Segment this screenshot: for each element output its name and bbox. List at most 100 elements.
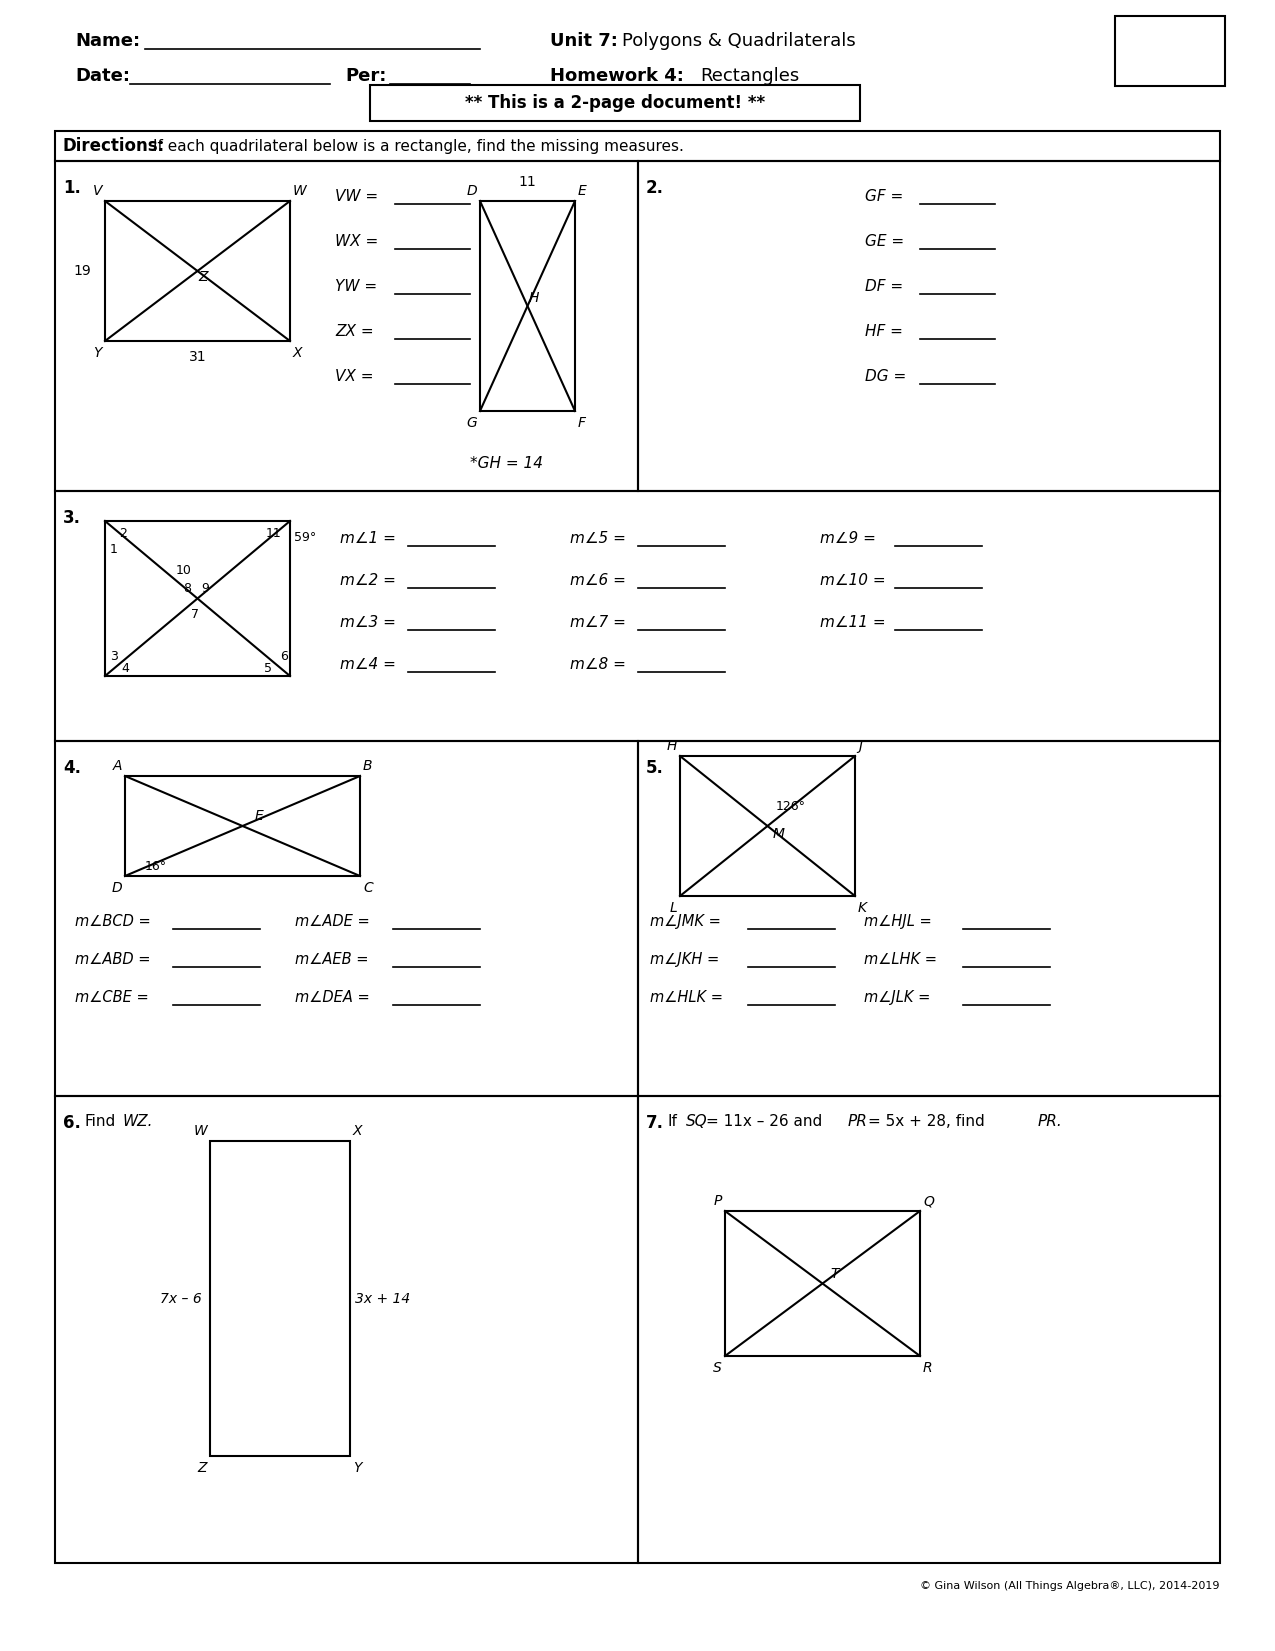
Text: 16°: 16° [145,860,167,872]
Text: m∠3 =: m∠3 = [340,614,395,629]
Text: VW =: VW = [335,188,379,203]
Text: E: E [578,183,586,198]
Text: K: K [858,901,867,915]
Text: *GH = 14: *GH = 14 [470,456,543,471]
Text: 2.: 2. [645,178,663,196]
Text: D: D [467,183,477,198]
Text: Per:: Per: [346,68,386,84]
Text: X: X [293,347,302,360]
Text: T: T [830,1266,839,1281]
Text: B: B [363,759,372,773]
Bar [638,741,1220,1096]
Text: m∠8 =: m∠8 = [570,657,626,672]
Text: 11: 11 [519,175,537,188]
Bar [479,201,575,411]
Text: P: P [714,1194,722,1209]
Text: 126°: 126° [775,799,806,812]
Text: 4: 4 [121,662,129,675]
Text: m∠HLK =: m∠HLK = [649,989,723,1004]
Text: L: L [669,901,677,915]
Text: SQ: SQ [686,1114,708,1129]
Bar [210,1141,351,1456]
Text: G: G [467,416,477,429]
Text: HF =: HF = [864,324,903,338]
Text: M: M [773,827,784,840]
Text: m∠JKH =: m∠JKH = [649,951,719,966]
Text: V: V [93,183,102,198]
Text: PR: PR [848,1114,867,1129]
Text: H: H [528,291,538,305]
Text: Polygons & Quadrilaterals: Polygons & Quadrilaterals [622,31,856,50]
Text: H: H [667,740,677,753]
Text: 1: 1 [110,543,117,555]
Text: J: J [858,740,862,753]
Text: m∠1 =: m∠1 = [340,530,395,545]
Text: Rectangles: Rectangles [700,68,799,84]
Text: If: If [668,1114,677,1129]
Text: m∠6 =: m∠6 = [570,573,626,588]
Text: F: F [578,416,586,429]
Text: m∠10 =: m∠10 = [820,573,886,588]
Text: Homework 4:: Homework 4: [550,68,683,84]
Text: m∠HJL =: m∠HJL = [864,913,932,928]
Text: m∠ABD =: m∠ABD = [75,951,150,966]
Text: 59°: 59° [295,530,316,543]
Text: m∠7 =: m∠7 = [570,614,626,629]
Text: S: S [713,1360,722,1375]
Text: ** This is a 2-page document! **: ** This is a 2-page document! ** [465,94,765,112]
Bar [55,741,638,1096]
Text: Q: Q [923,1194,933,1209]
Text: PR.: PR. [1038,1114,1062,1129]
Text: 19: 19 [73,264,91,277]
Text: 3.: 3. [62,509,82,527]
Text: Y: Y [353,1461,362,1474]
Text: 7.: 7. [645,1114,663,1133]
Bar [1116,17,1225,86]
Text: m∠9 =: m∠9 = [820,530,876,545]
Text: 2: 2 [119,527,128,540]
Text: Directions:: Directions: [62,137,166,155]
Bar [55,490,1220,741]
Text: Y: Y [93,347,102,360]
Text: Z: Z [199,271,208,284]
Text: 8: 8 [184,583,191,594]
Text: m∠CBE =: m∠CBE = [75,989,149,1004]
Text: W: W [194,1124,207,1138]
Bar [105,522,289,675]
Text: 5.: 5. [645,759,663,778]
Text: Z: Z [198,1461,207,1474]
Text: 7x – 6: 7x – 6 [161,1291,201,1306]
Text: If each quadrilateral below is a rectangle, find the missing measures.: If each quadrilateral below is a rectang… [153,139,683,154]
Text: 10: 10 [176,565,191,576]
Bar [55,130,1220,162]
Text: D: D [111,882,122,895]
Bar [370,84,861,121]
Text: 6: 6 [280,649,288,662]
Text: DF =: DF = [864,279,903,294]
Text: GF =: GF = [864,188,903,203]
Text: m∠ADE =: m∠ADE = [295,913,370,928]
Bar [55,162,638,490]
Text: Date:: Date: [75,68,130,84]
Text: 1.: 1. [62,178,80,196]
Bar [125,776,360,877]
Text: 4.: 4. [62,759,82,778]
Text: m∠JMK =: m∠JMK = [649,913,720,928]
Text: m∠2 =: m∠2 = [340,573,395,588]
Text: DG =: DG = [864,368,907,383]
Text: Find: Find [85,1114,116,1129]
Text: = 5x + 28, find: = 5x + 28, find [867,1114,984,1129]
Text: m∠5 =: m∠5 = [570,530,626,545]
Text: m∠4 =: m∠4 = [340,657,395,672]
Bar [55,1096,638,1563]
Text: E: E [255,809,263,822]
Text: YW =: YW = [335,279,377,294]
Text: W: W [293,183,307,198]
Bar [725,1210,921,1355]
Text: X: X [353,1124,362,1138]
Text: m∠LHK =: m∠LHK = [864,951,937,966]
Text: VX =: VX = [335,368,374,383]
Text: m∠DEA =: m∠DEA = [295,989,370,1004]
Bar [680,756,856,896]
Text: Name:: Name: [75,31,140,50]
